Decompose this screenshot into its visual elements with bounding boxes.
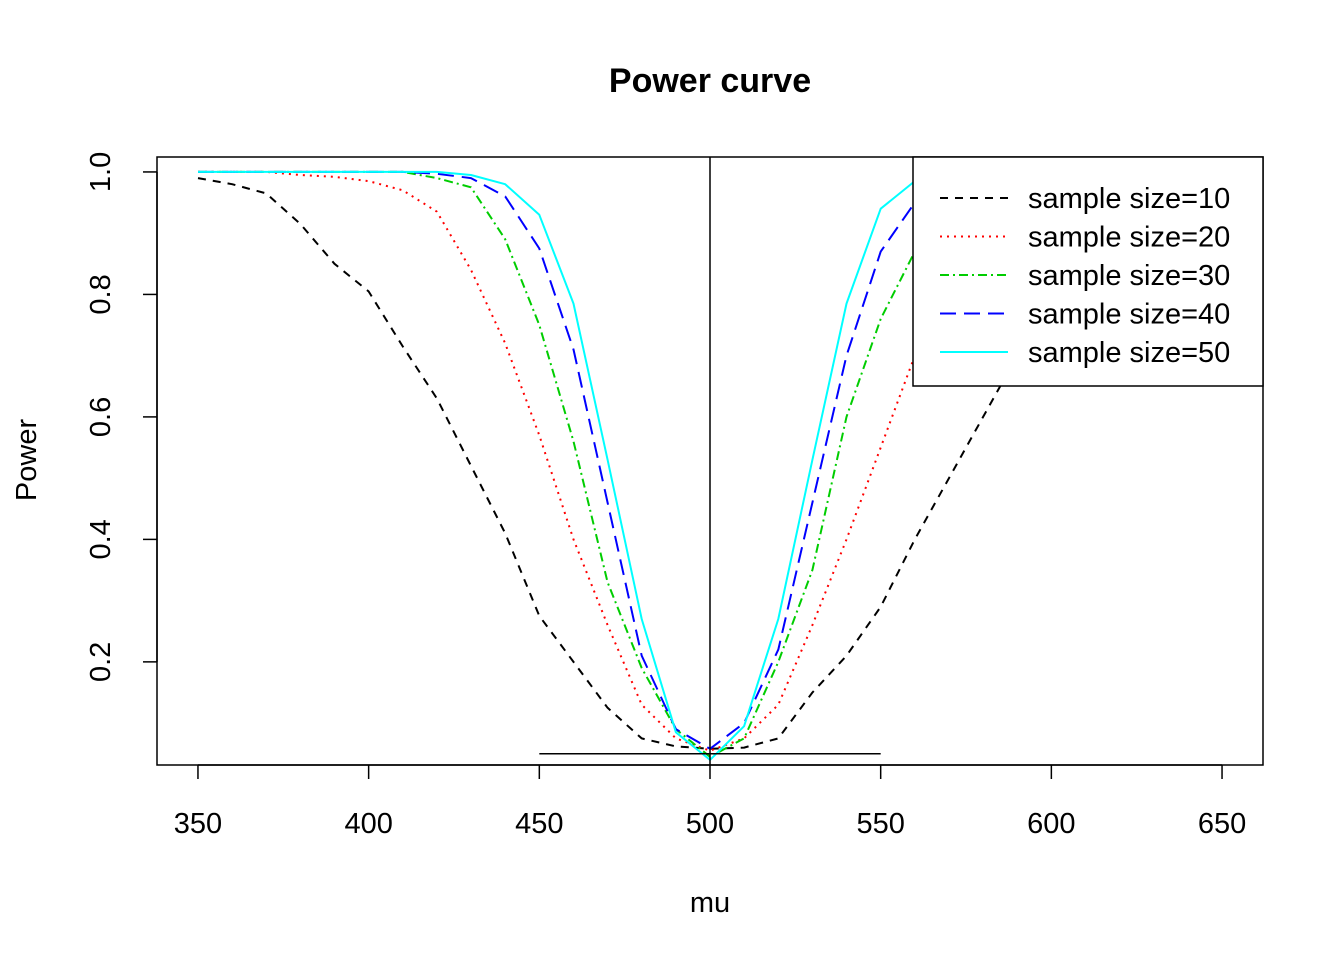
- legend-label-5: sample size=50: [1028, 337, 1230, 369]
- reference-layer: [539, 157, 881, 765]
- y-axis: 0.2 0.4 0.6 0.8 1.0: [85, 152, 158, 682]
- y-tick-label: 0.6: [85, 397, 117, 437]
- legend-label-4: sample size=40: [1028, 299, 1230, 331]
- chart-title: Power curve: [609, 62, 811, 100]
- x-tick-label: 550: [856, 808, 904, 840]
- y-tick-label: 0.2: [85, 642, 117, 682]
- legend-box: [912, 156, 1264, 387]
- legend: sample size=10 sample size=20 sample size=…: [912, 156, 1264, 387]
- y-tick-label: 1.0: [85, 152, 117, 192]
- legend-label-2: sample size=20: [1028, 222, 1230, 254]
- x-tick-label: 350: [174, 808, 222, 840]
- x-tick-label: 500: [686, 808, 734, 840]
- y-axis-label: Power: [11, 419, 43, 502]
- x-tick-label: 650: [1198, 808, 1246, 840]
- y-tick-label: 0.8: [85, 274, 117, 314]
- y-tick-label: 0.4: [85, 519, 117, 559]
- legend-label-1: sample size=10: [1028, 183, 1230, 215]
- x-axis: 350 400 450 500 550 600 650: [174, 764, 1246, 840]
- x-tick-label: 450: [515, 808, 563, 840]
- x-tick-label: 600: [1027, 808, 1075, 840]
- x-axis-label: mu: [690, 887, 730, 919]
- legend-label-3: sample size=30: [1028, 260, 1230, 292]
- x-tick-label: 400: [344, 808, 392, 840]
